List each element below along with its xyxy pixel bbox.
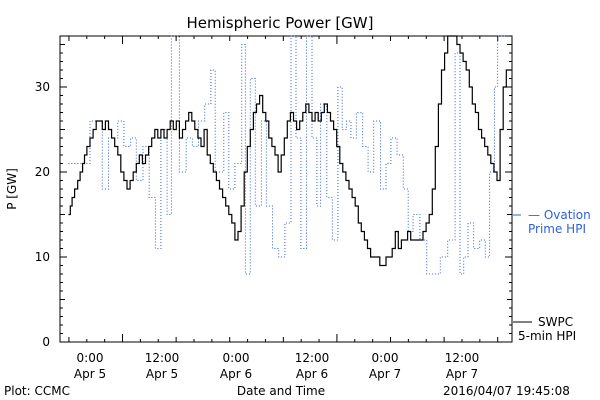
y-axis-label: P [GW] <box>5 168 19 210</box>
x-tick-label-date: Apr 7 <box>446 367 478 381</box>
x-tick-label-date: Apr 6 <box>296 367 328 381</box>
x-tick-label-date: Apr 5 <box>74 367 106 381</box>
x-tick-label-time: 0:00 <box>372 351 399 365</box>
y-tick-label: 30 <box>35 80 50 94</box>
x-tick-label-time: 0:00 <box>77 351 104 365</box>
legend-ovation-label-2: Prime HPI <box>528 222 586 236</box>
x-tick-label-date: Apr 7 <box>369 367 401 381</box>
series-swpc-5min-hpi <box>68 35 512 267</box>
plot-credit: Plot: CCMC <box>4 384 70 398</box>
y-axis: 0 10 20 30 <box>35 35 512 349</box>
x-tick-label-date: Apr 6 <box>220 367 252 381</box>
x-tick-label-time: 12:00 <box>145 351 180 365</box>
y-tick-label: 10 <box>35 250 50 264</box>
series-ovation-prime-hpi <box>68 35 507 275</box>
x-tick-label-date: Apr 5 <box>146 367 178 381</box>
y-tick-label: 20 <box>35 165 50 179</box>
x-axis: 0:00 Apr 5 12:00 Apr 5 0:00 Apr 6 12:00 Apr 6 0:… <box>68 36 499 381</box>
legend-swpc-label-1: SWPC <box>538 315 573 329</box>
plot-timestamp: 2016/04/07 19:45:08 <box>443 384 570 398</box>
y-tick-label: 0 <box>42 335 50 349</box>
chart-title: Hemispheric Power [GW] <box>187 14 374 32</box>
legend-ovation-label-1: — Ovation <box>528 208 591 222</box>
x-tick-label-time: 12:00 <box>445 351 480 365</box>
series-layer <box>68 35 512 275</box>
legend: — Ovation Prime HPI SWPC 5-min HPI <box>513 208 591 343</box>
x-axis-label: Date and Time <box>237 384 325 398</box>
x-tick-label-time: 12:00 <box>295 351 330 365</box>
legend-swpc-label-2: 5-min HPI <box>518 329 576 343</box>
x-tick-label-time: 0:00 <box>223 351 250 365</box>
